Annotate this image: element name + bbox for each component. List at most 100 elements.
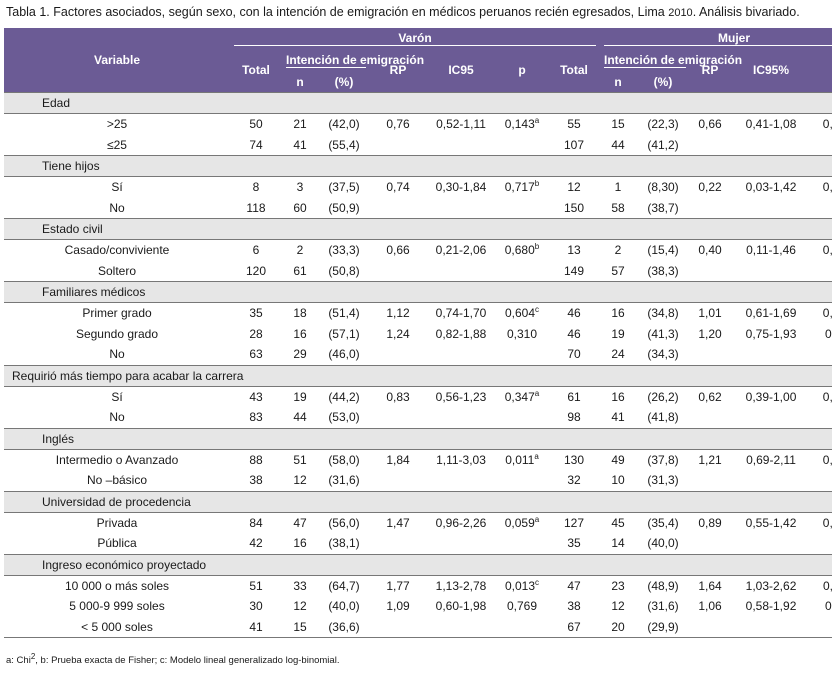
cell-vrp: 1,24 xyxy=(386,326,410,341)
row-label: Sí xyxy=(111,180,123,195)
cell-vn: 16 xyxy=(293,326,307,341)
row-label: Pública xyxy=(97,536,137,551)
cell-mpv: 0,039c xyxy=(823,578,832,593)
row-label: No xyxy=(109,347,125,362)
cell-vn: 33 xyxy=(293,578,307,593)
cell-vpv xyxy=(496,261,548,282)
cell-vn: 41 xyxy=(293,137,307,152)
cell-vt: 83 xyxy=(249,410,263,425)
varon-ic95-header: IC95 xyxy=(426,48,496,93)
section-title: Ingreso económico proyectado xyxy=(4,553,832,576)
cell-mp: (31,6) xyxy=(647,599,679,614)
cell-vrp: 0,83 xyxy=(386,389,410,404)
cell-vpv xyxy=(496,616,548,638)
cell-mp: (22,3) xyxy=(647,117,679,132)
table-row: No –básico 38 12 (31,6) 32 10 (31,3) xyxy=(4,470,832,491)
cell-mrp xyxy=(690,344,730,365)
table-row: 10 000 o más soles 51 33 (64,7) 1,77 1,13-2,7… xyxy=(4,575,832,596)
cell-vt: 74 xyxy=(249,137,263,152)
cell-vpv: 0,717b xyxy=(504,179,540,195)
results-table: Variable Varón Mujer Total Intención de … xyxy=(4,28,832,638)
cell-mn: 2 xyxy=(614,243,622,258)
cell-mpv: 0,057b xyxy=(822,180,832,195)
cell-mic xyxy=(730,470,812,491)
cell-vn: 2 xyxy=(296,243,304,258)
cell-vt: 84 xyxy=(249,515,263,530)
row-label: No xyxy=(109,200,125,215)
cell-vn: 47 xyxy=(293,515,307,530)
cell-vp: (37,5) xyxy=(328,180,360,195)
table-row: Pública 42 16 (38,1) 35 14 (40,0) xyxy=(4,533,832,554)
cell-mp: (15,4) xyxy=(647,243,679,258)
cell-vic: 1,11-3,03 xyxy=(436,452,486,467)
cell-mrp: 0,40 xyxy=(698,243,722,258)
cell-vn: 61 xyxy=(293,263,307,278)
mujer-total-header: Total xyxy=(548,48,601,93)
cell-mpv: 0,612a xyxy=(822,515,832,530)
cell-mt: 46 xyxy=(567,326,581,341)
cell-mt: 107 xyxy=(563,137,585,152)
cell-vrp xyxy=(370,261,426,282)
cell-vic: 0,60-1,98 xyxy=(435,599,487,614)
cell-mpv: 0,853 xyxy=(825,599,832,614)
cell-vt: 51 xyxy=(249,578,263,593)
mujer-ic95-header: IC95% xyxy=(730,48,813,93)
cell-vpv: 0,143a xyxy=(504,116,540,132)
cell-mic: 0,41-1,08 xyxy=(745,117,797,132)
cell-vp: (36,6) xyxy=(318,616,370,638)
cell-mp: (38,7) xyxy=(647,200,679,215)
cell-vp: (64,7) xyxy=(328,578,360,593)
row-label: 10 000 o más soles xyxy=(64,578,170,593)
cell-mt: 12 xyxy=(567,180,581,195)
cell-vic: 0,21-2,06 xyxy=(435,243,487,258)
header-row-1: Variable Varón Mujer xyxy=(4,28,832,93)
cell-vrp xyxy=(370,344,426,365)
cell-mt: 149 xyxy=(563,263,585,278)
footnote-marker: b xyxy=(534,242,540,252)
section-title: Requirió más tiempo para acabar la carre… xyxy=(4,364,832,387)
row-label: ≤25 xyxy=(107,137,127,152)
cell-mrp xyxy=(690,533,730,554)
section-title: Estado civil xyxy=(4,218,832,240)
cell-vpv xyxy=(496,344,548,365)
cell-vpv: 0,604c xyxy=(504,305,540,321)
table-row: ≤25 74 41 (55,4) 107 44 (41,2) xyxy=(4,135,832,156)
cell-mp: (41,3) xyxy=(647,326,679,341)
cell-vic xyxy=(426,135,496,156)
cell-mp: (40,0) xyxy=(647,536,679,551)
cell-mt: 130 xyxy=(563,452,585,467)
cell-mrp: 0,66 xyxy=(698,117,722,132)
row-label: >25 xyxy=(106,117,128,132)
table-row: Sí 8 3 (37,5) 0,74 0,30-1,84 0,717b 12 1 (8,30) 0,… xyxy=(4,177,832,198)
section-header-row: Inglés xyxy=(4,427,832,450)
cell-mic: 0,11-1,46 xyxy=(746,243,796,258)
varon-header: Varón xyxy=(230,28,601,48)
table-row: < 5 000 soles 41 15 (36,6) 67 20 (29,9) xyxy=(4,616,832,638)
cell-vrp: 0,66 xyxy=(386,243,410,258)
cell-mp: (8,30) xyxy=(647,180,679,195)
footnote-marker: c xyxy=(535,577,540,587)
cell-mic: 0,75-1,93 xyxy=(745,326,797,341)
cell-mrp: 1,21 xyxy=(698,452,722,467)
cell-vt: 28 xyxy=(249,326,263,341)
cell-mp: (29,9) xyxy=(636,616,691,638)
cell-mic: 0,61-1,69 xyxy=(745,306,797,321)
cell-vp: (42,0) xyxy=(328,117,360,132)
table-row: Sí 43 19 (44,2) 0,83 0,56-1,23 0,347a 61 16 (26,2… xyxy=(4,386,832,407)
table-body: Edad >25 50 21 (42,0) 0,76 0,52-1,11 0,143a 55 15… xyxy=(4,92,832,638)
cell-mrp: 1,64 xyxy=(698,578,722,593)
row-label: Primer grado xyxy=(82,306,152,321)
cell-vt: 50 xyxy=(249,117,263,132)
cell-mic xyxy=(730,616,813,638)
cell-mp: (48,9) xyxy=(647,578,679,593)
footnote-marker: b xyxy=(534,179,540,189)
footnote-marker: a xyxy=(534,514,540,524)
variable-header: Variable xyxy=(4,28,230,93)
mujer-rp-header: RP xyxy=(690,48,731,93)
cell-vrp: 1,84 xyxy=(386,452,410,467)
footnote-marker: c xyxy=(535,305,540,315)
cell-mt: 35 xyxy=(567,536,581,551)
cell-vpv: 0,011a xyxy=(505,451,539,467)
row-label: Privada xyxy=(96,515,138,530)
cell-vp: (44,2) xyxy=(328,389,360,404)
